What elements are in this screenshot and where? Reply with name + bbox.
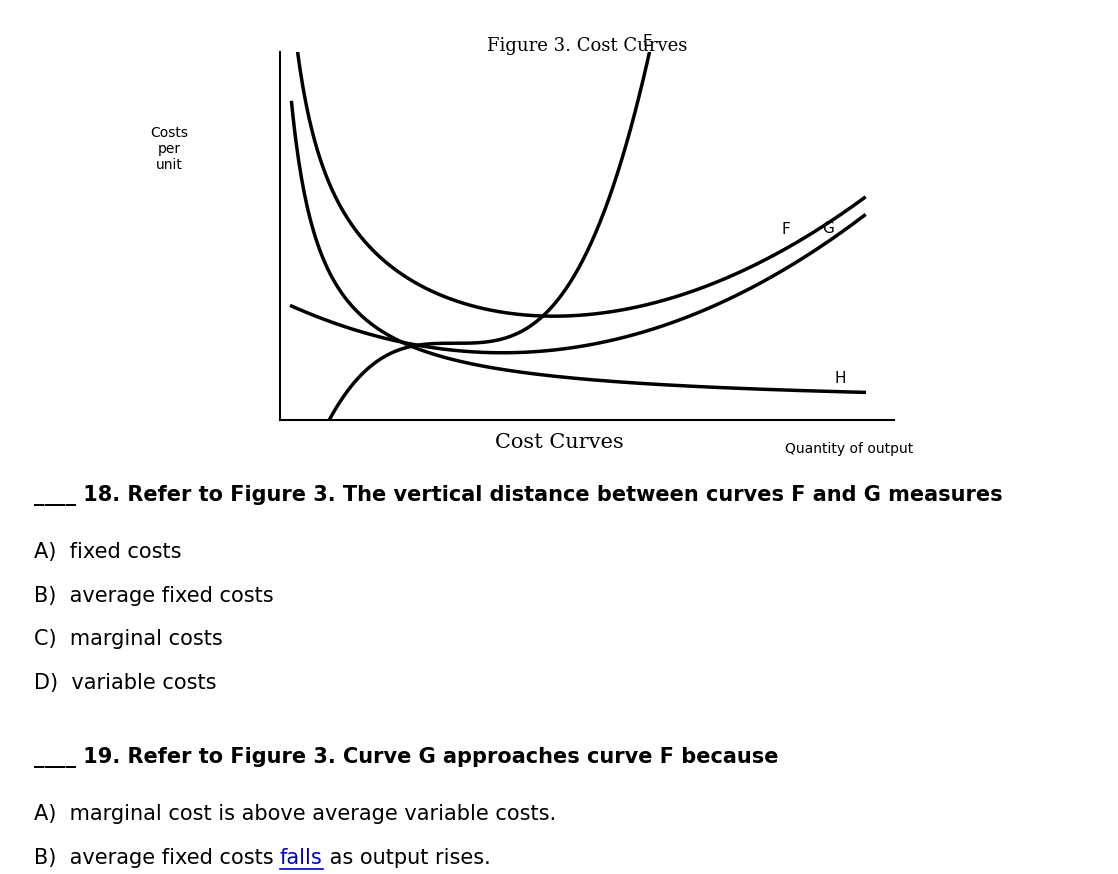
Text: F: F <box>781 222 790 237</box>
Text: ____ 18. Refer to Figure 3. The vertical distance between curves F and G measure: ____ 18. Refer to Figure 3. The vertical… <box>34 485 1002 506</box>
Text: Figure 3. Cost Curves: Figure 3. Cost Curves <box>486 37 688 55</box>
Text: ____ 19. Refer to Figure 3. Curve G approaches curve F because: ____ 19. Refer to Figure 3. Curve G appr… <box>34 747 778 768</box>
Text: H: H <box>834 371 846 386</box>
Text: Quantity of output: Quantity of output <box>785 441 913 455</box>
Text: Costs
per
unit: Costs per unit <box>150 126 188 172</box>
Text: as output rises.: as output rises. <box>322 848 491 868</box>
Text: B)  average fixed costs: B) average fixed costs <box>34 586 273 606</box>
Text: falls: falls <box>280 848 322 868</box>
Text: C)  marginal costs: C) marginal costs <box>34 629 222 649</box>
Text: G: G <box>822 221 834 236</box>
Text: A)  fixed costs: A) fixed costs <box>34 542 181 562</box>
Text: A)  marginal cost is above average variable costs.: A) marginal cost is above average variab… <box>34 804 556 824</box>
Text: Cost Curves: Cost Curves <box>494 433 624 452</box>
Text: D)  variable costs: D) variable costs <box>34 673 216 693</box>
Text: E: E <box>643 34 652 50</box>
Text: B)  average fixed costs: B) average fixed costs <box>34 848 280 868</box>
